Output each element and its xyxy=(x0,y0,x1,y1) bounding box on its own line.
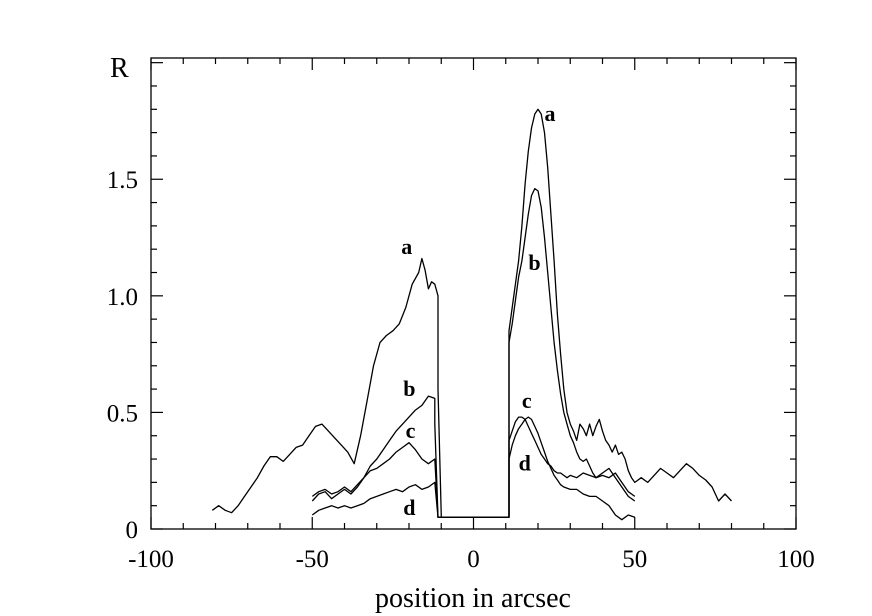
axis-ticks xyxy=(150,58,797,530)
y-tick-label: 1.0 xyxy=(107,284,138,311)
x-tick-label: 50 xyxy=(622,546,647,573)
series-b-label-right: b xyxy=(528,250,540,275)
y-tick-label: 0.5 xyxy=(107,400,138,427)
x-tick-label: -50 xyxy=(296,546,329,573)
series-a-label-right: a xyxy=(544,101,555,126)
series-d-label-right: d xyxy=(519,451,531,476)
series-c-label-right: c xyxy=(522,388,532,413)
series-a-line xyxy=(211,108,732,518)
plot-frame xyxy=(150,57,797,530)
series-a-label: a xyxy=(401,234,412,259)
series-d-label: d xyxy=(403,495,415,520)
series-c-line xyxy=(311,416,636,518)
series-b-line xyxy=(311,187,636,518)
series-c-label: c xyxy=(406,418,416,443)
x-tick-label: -100 xyxy=(128,546,174,573)
series-d-line xyxy=(311,416,636,521)
axis-tick-labels: -100 -50 0 50 100 0 0.5 1.0 1.5 xyxy=(107,167,815,573)
x-tick-label: 100 xyxy=(777,546,815,573)
y-axis-label: R xyxy=(110,53,129,84)
y-tick-label: 0 xyxy=(126,517,139,544)
y-tick-label: 1.5 xyxy=(107,167,138,194)
series-b-label: b xyxy=(403,376,415,401)
x-axis-label: position in arcsec xyxy=(375,583,571,614)
series-curves xyxy=(211,108,732,521)
x-tick-label: 0 xyxy=(467,546,480,573)
